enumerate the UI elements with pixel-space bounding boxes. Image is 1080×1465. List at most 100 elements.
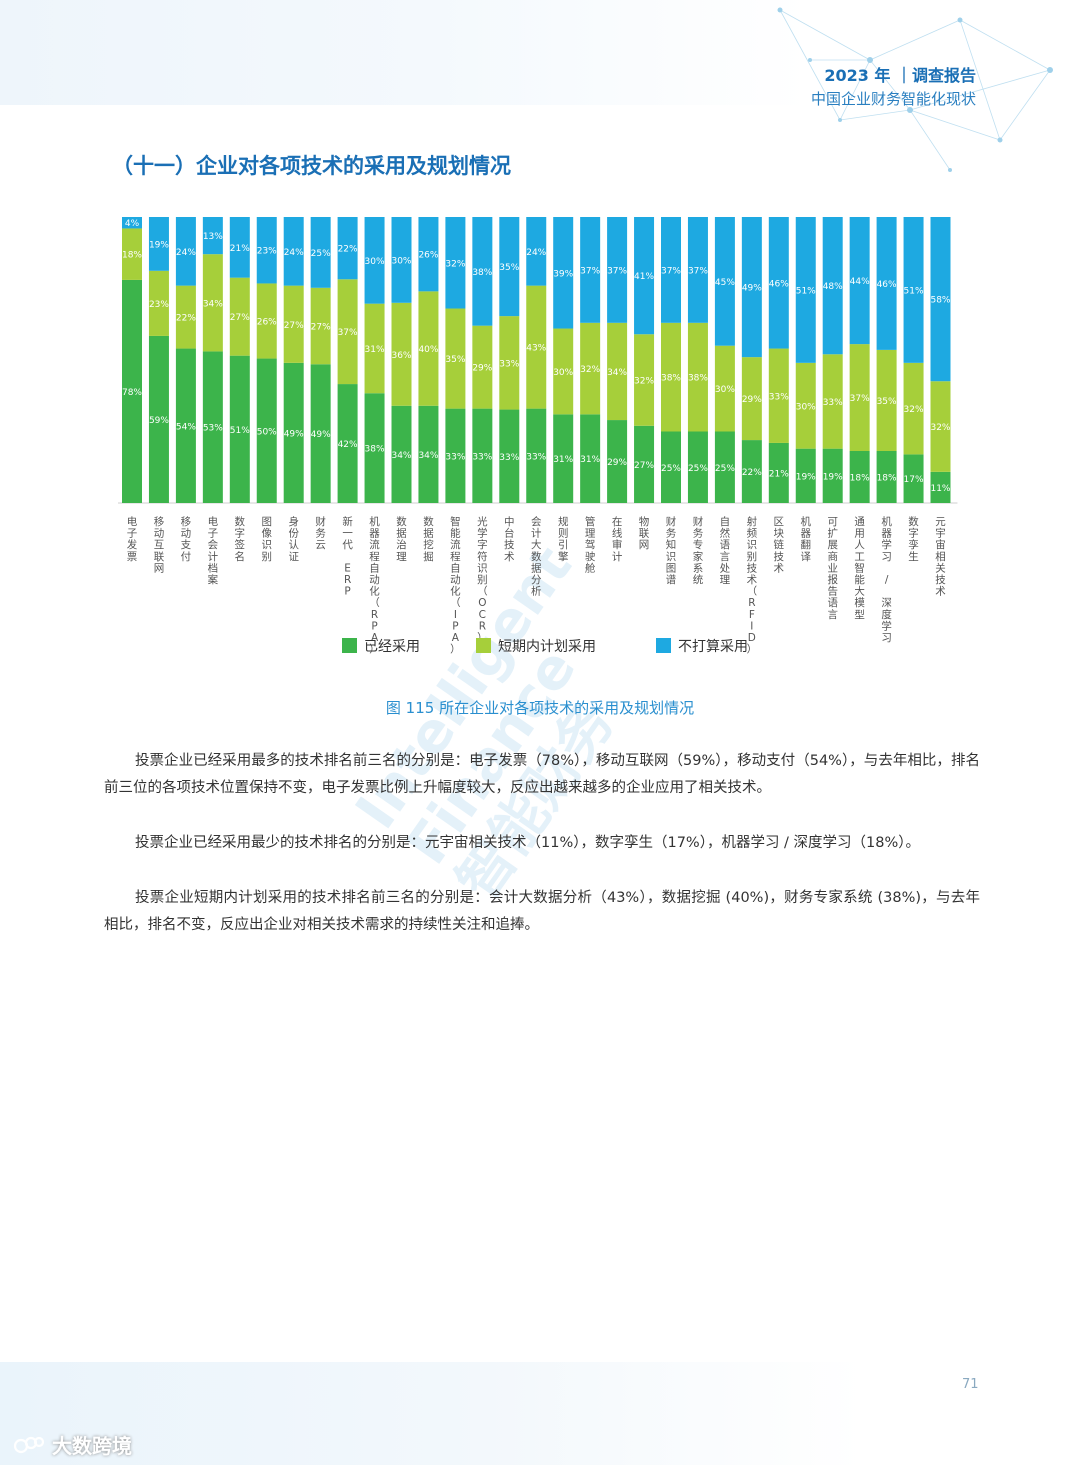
bar-segment (930, 217, 951, 382)
category-label-char: 图 (262, 516, 273, 528)
category-label-char: 计 (208, 550, 219, 563)
category-label-char: 票 (127, 551, 138, 563)
category-label-char: 然 (720, 527, 731, 540)
category-label-char: 管 (585, 515, 596, 528)
category-label-char: / (885, 574, 889, 586)
category-label-char: 付 (181, 550, 192, 563)
bar-segment (876, 349, 897, 451)
bar-segment (337, 217, 358, 280)
category-label-char: 流 (450, 538, 461, 551)
bar-segment (148, 270, 169, 336)
bar-segment (337, 279, 358, 385)
bar-segment (364, 303, 385, 394)
category-label: 规则引擎 (558, 515, 569, 563)
brand-name: 大数跨境 (52, 1434, 132, 1458)
bar-segment (580, 414, 601, 503)
bar-segment (526, 217, 547, 286)
category-label-char: 别 (747, 551, 758, 563)
category-label-char: P (452, 620, 458, 632)
bar-segment (148, 335, 169, 503)
bar-segment (472, 408, 493, 503)
category-label-char: 深 (881, 597, 892, 609)
data-label: 33% (445, 452, 465, 462)
data-label: 46% (877, 280, 897, 290)
data-label: 34% (391, 451, 411, 461)
category-label: 区块链技术 (774, 516, 785, 574)
data-label: 13% (203, 232, 223, 242)
category-label-char: 据 (423, 527, 434, 540)
category-label-char: 移 (154, 515, 165, 528)
category-label-char: R (748, 597, 755, 609)
category-label-char: 驾 (585, 539, 596, 551)
category-label-char: I (454, 609, 457, 621)
data-label: 24% (526, 248, 546, 258)
data-label: 35% (445, 355, 465, 365)
category-label-char: 区 (774, 516, 785, 528)
data-label: 34% (418, 451, 438, 461)
page-number: 71 (962, 1377, 979, 1392)
category-label: 机器学习 / 深度学习 (881, 515, 892, 644)
category-label-char: 自 (450, 561, 461, 574)
bar-segment (202, 217, 223, 255)
category-label-char: 人 (854, 539, 865, 551)
bar-segment (175, 348, 196, 503)
category-label-char: （ (477, 586, 488, 598)
bar-segment (445, 308, 466, 409)
data-label: 38% (688, 374, 708, 384)
data-label: 38% (365, 445, 385, 455)
data-label: 33% (499, 453, 519, 463)
bar-segment (391, 405, 412, 503)
data-label: 33% (472, 452, 492, 462)
data-label: 40% (418, 345, 438, 355)
category-label-char: 识 (477, 562, 488, 574)
data-label: 32% (445, 259, 465, 269)
bar-segment (122, 217, 142, 229)
category-label: 机器流程自动化（ R P A） (369, 515, 380, 656)
category-label: 射频识别技术（ R F I D） (747, 515, 758, 656)
data-label: 35% (877, 397, 897, 407)
data-label: 38% (472, 268, 492, 278)
category-label-char: 网 (154, 562, 165, 574)
bar-segment (849, 451, 870, 503)
category-label-char: 器 (369, 528, 380, 540)
data-label: 22% (742, 468, 762, 478)
category-label-char: 学 (881, 538, 892, 551)
category-label-char: 数 (908, 515, 919, 528)
data-label: 37% (688, 266, 708, 276)
bar-segment (876, 217, 897, 350)
category-label: 移动支付 (181, 515, 192, 563)
category-label-char: 器 (881, 528, 892, 540)
category-label-char: 动 (181, 528, 192, 540)
category-label-char: 别 (262, 551, 273, 563)
category-label-char: 电 (208, 515, 219, 528)
network-decoration (777, 7, 1053, 172)
category-label-char: 字 (908, 527, 919, 540)
bar-segment (768, 442, 789, 503)
category-label: 在线审计 (612, 516, 623, 563)
category-label-char: 可 (827, 516, 838, 528)
category-label-char: 翻 (801, 538, 812, 551)
category-label-char: 技 (504, 538, 515, 551)
category-label-char: 会 (531, 515, 542, 528)
category-label-char: 云 (315, 539, 326, 551)
data-label: 78% (122, 388, 142, 398)
category-label-char: ） (747, 644, 758, 656)
bar-segment (283, 362, 304, 503)
bar-segment (122, 279, 142, 503)
figure-caption: 图 115 所在企业对各项技术的采用及规划情况 (385, 699, 695, 717)
category-label-char: 份 (288, 528, 299, 540)
category-label-char: 机 (801, 515, 812, 528)
category-label-char: 理 (396, 551, 407, 563)
bar-segment (553, 217, 574, 329)
category-label-char: 元 (935, 516, 946, 528)
category-label-char: 技 (935, 573, 946, 586)
category-label-char: 技 (774, 550, 785, 563)
bar-segment (795, 217, 816, 363)
category-label-char: 机 (881, 515, 892, 528)
data-label: 4% (125, 219, 140, 229)
bar-segment (175, 217, 196, 286)
category-label-char: 析 (531, 585, 542, 598)
legend-swatch (476, 638, 491, 653)
category-label-char: 字 (477, 538, 488, 551)
data-label: 11% (930, 484, 950, 494)
